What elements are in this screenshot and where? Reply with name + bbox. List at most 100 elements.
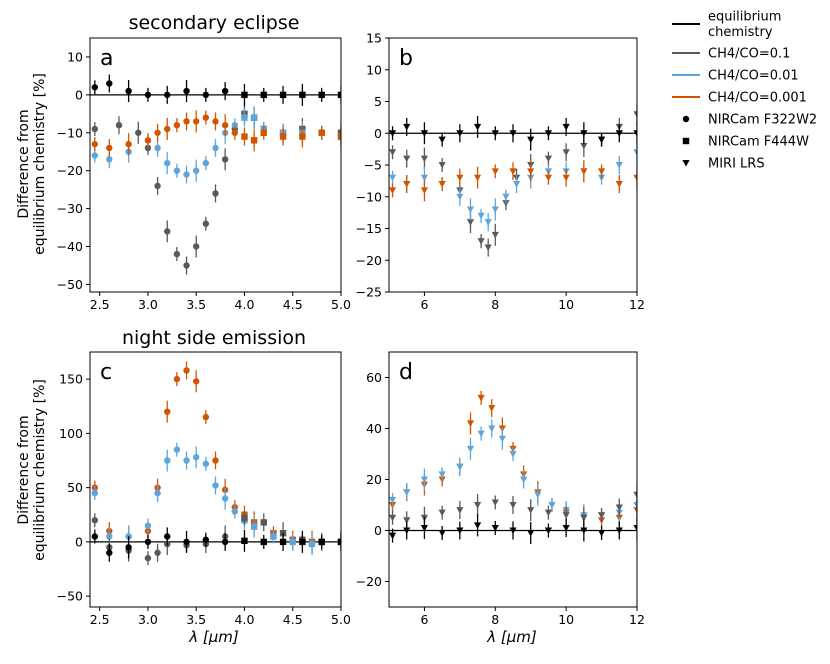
y-tick-label: −5 bbox=[364, 158, 382, 173]
data-point bbox=[212, 457, 219, 464]
data-point bbox=[491, 231, 499, 239]
data-point bbox=[438, 509, 446, 517]
data-point bbox=[106, 80, 113, 87]
data-point bbox=[260, 519, 267, 526]
data-point bbox=[615, 504, 623, 512]
data-point bbox=[403, 489, 411, 496]
data-point bbox=[125, 87, 132, 95]
data-point bbox=[403, 123, 411, 131]
series-eq bbox=[91, 527, 341, 562]
data-point bbox=[477, 394, 485, 402]
data-point bbox=[183, 87, 190, 95]
data-point bbox=[509, 502, 517, 509]
data-point bbox=[202, 460, 210, 467]
data-point bbox=[164, 408, 171, 415]
data-point bbox=[562, 512, 570, 519]
data-point bbox=[477, 212, 485, 220]
y-tick-label: −25 bbox=[356, 285, 382, 300]
data-point bbox=[91, 489, 99, 497]
data-point bbox=[91, 140, 99, 148]
data-point bbox=[154, 489, 161, 497]
x-tick-label: 12 bbox=[629, 612, 645, 627]
xlabel-right: λ [μm] bbox=[486, 628, 537, 646]
data-point bbox=[615, 162, 623, 169]
y-tick-label: 0 bbox=[374, 126, 382, 141]
data-point bbox=[260, 538, 267, 546]
legend-label: MIRI LRS bbox=[708, 157, 765, 172]
data-point bbox=[403, 527, 411, 535]
x-tick-label: 6 bbox=[420, 612, 428, 627]
y-tick-label: 20 bbox=[366, 472, 382, 487]
data-point bbox=[456, 507, 464, 514]
data-point bbox=[337, 538, 341, 546]
y-tick-label: 5 bbox=[374, 94, 382, 109]
data-point bbox=[337, 129, 341, 136]
data-point bbox=[115, 121, 123, 129]
data-point bbox=[221, 538, 229, 546]
data-point bbox=[420, 187, 429, 194]
data-point bbox=[438, 530, 446, 537]
legend-marker-swatch bbox=[682, 137, 690, 145]
data-point bbox=[212, 482, 219, 489]
data-point bbox=[183, 538, 190, 546]
y-tick-label: −20 bbox=[356, 574, 382, 589]
row-title-top: secondary eclipse bbox=[129, 12, 300, 34]
y-tick-label: 0 bbox=[374, 523, 382, 538]
data-point bbox=[491, 130, 499, 137]
y-tick-label: −30 bbox=[57, 201, 83, 216]
data-point bbox=[509, 168, 517, 175]
series-eq bbox=[389, 514, 637, 545]
data-point bbox=[231, 121, 239, 129]
data-point bbox=[241, 514, 248, 522]
data-point bbox=[456, 174, 464, 182]
y-tick-label: 50 bbox=[67, 480, 83, 495]
series-r01 bbox=[389, 483, 637, 530]
data-point bbox=[221, 87, 229, 95]
y-tick-label: 0 bbox=[75, 87, 83, 102]
panel-d: 6 8 10 12 60 40 20 0 −20 d bbox=[356, 351, 645, 627]
y-tick-label: 10 bbox=[67, 49, 83, 64]
ylabel-top: Difference from equilibrium chemistry [%… bbox=[16, 73, 48, 255]
data-point bbox=[154, 549, 161, 556]
data-point bbox=[308, 540, 316, 548]
data-point bbox=[580, 130, 588, 137]
data-point bbox=[491, 524, 499, 532]
data-point bbox=[164, 533, 171, 540]
data-point bbox=[527, 530, 535, 537]
x-tick-label: 4.5 bbox=[283, 297, 303, 312]
data-point bbox=[154, 182, 161, 190]
panel-letter-c: c bbox=[100, 360, 112, 385]
data-point bbox=[299, 538, 306, 546]
data-point bbox=[456, 463, 464, 471]
data-point bbox=[318, 91, 325, 99]
data-point bbox=[144, 91, 152, 99]
data-point bbox=[164, 91, 171, 99]
data-point bbox=[389, 149, 397, 156]
data-point bbox=[250, 137, 258, 144]
plot-content-c bbox=[90, 361, 341, 566]
data-point bbox=[473, 174, 482, 182]
data-point bbox=[580, 168, 588, 175]
data-point bbox=[221, 121, 229, 129]
x-tick-label: 6 bbox=[420, 297, 428, 312]
series-r0001 bbox=[389, 160, 637, 202]
data-point bbox=[534, 491, 542, 499]
data-point bbox=[183, 457, 190, 464]
legend-entry: MIRI LRS bbox=[682, 157, 765, 172]
data-point bbox=[509, 130, 517, 137]
data-point bbox=[106, 144, 113, 152]
data-point bbox=[389, 532, 397, 540]
data-point bbox=[299, 133, 306, 140]
legend-label: CH4/CO=0.01 bbox=[708, 69, 799, 84]
series-eq bbox=[91, 74, 341, 106]
data-point bbox=[389, 496, 397, 504]
data-point bbox=[260, 129, 267, 136]
data-point bbox=[154, 129, 161, 136]
y-tick-label: 15 bbox=[366, 31, 382, 46]
data-point bbox=[192, 454, 200, 461]
data-point bbox=[154, 144, 161, 152]
data-point bbox=[488, 425, 496, 433]
data-point bbox=[403, 155, 411, 163]
x-tick-label: 12 bbox=[629, 297, 645, 312]
